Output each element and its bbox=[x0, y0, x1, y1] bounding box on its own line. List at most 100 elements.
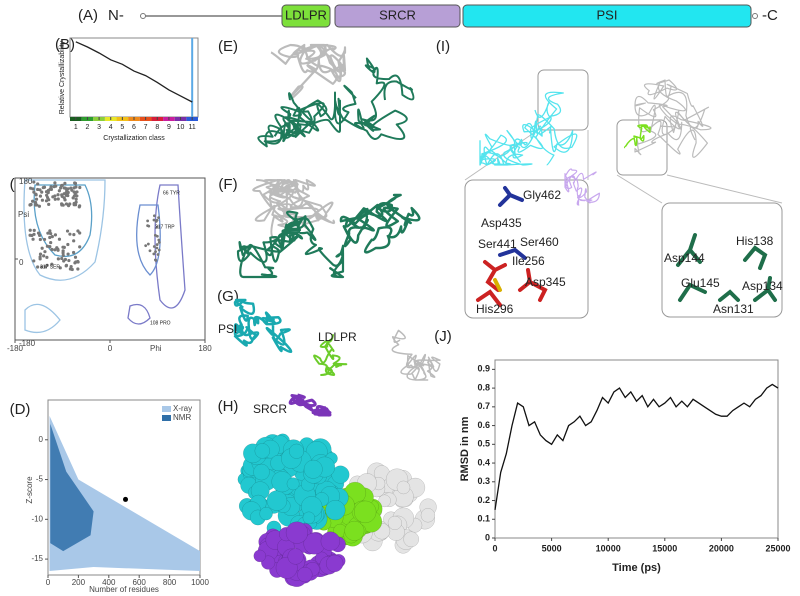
y-tick-label: 0.2 bbox=[477, 495, 490, 505]
region-contour bbox=[154, 184, 186, 309]
x-tick-label: 600 bbox=[133, 578, 147, 587]
protein-trace bbox=[391, 329, 441, 381]
surface-atom bbox=[253, 463, 270, 481]
residue-dot bbox=[61, 251, 65, 255]
domain-label: PSI bbox=[597, 7, 618, 22]
domain-box bbox=[462, 4, 752, 28]
residue-dot bbox=[57, 189, 61, 193]
y-tick-label: 0.6 bbox=[477, 420, 490, 430]
residue-dot bbox=[48, 187, 52, 191]
y-tick-label: -15 bbox=[31, 554, 43, 563]
x-axis-label: Number of residues bbox=[89, 585, 159, 594]
residue-dot bbox=[28, 186, 33, 190]
residue-dot bbox=[55, 246, 59, 250]
residue-dot bbox=[72, 239, 76, 243]
residue-dot bbox=[61, 253, 65, 257]
residue-dot bbox=[38, 252, 43, 256]
residue-label: Asp144 bbox=[664, 251, 705, 265]
residue-dot bbox=[76, 267, 80, 271]
residue-dot bbox=[155, 246, 159, 250]
residue-dot bbox=[74, 185, 78, 189]
residue-dot bbox=[63, 181, 67, 185]
residue-dot bbox=[53, 248, 57, 252]
residue-dot bbox=[146, 242, 150, 246]
surface-atom bbox=[387, 515, 402, 531]
surface-atom bbox=[297, 566, 313, 583]
residue-dot bbox=[57, 237, 62, 241]
c-terminus: -C bbox=[762, 7, 778, 24]
residue-dot bbox=[157, 216, 160, 220]
residue-dot bbox=[29, 202, 33, 207]
residue-dot bbox=[53, 194, 57, 198]
protein-trace bbox=[313, 334, 348, 376]
region-contour bbox=[33, 184, 93, 258]
residue-dot bbox=[28, 233, 32, 237]
residue-annotation: 108 PRO bbox=[150, 320, 171, 326]
panel-label: (F) bbox=[218, 176, 237, 193]
residue-dot bbox=[72, 194, 76, 198]
residue-dot bbox=[154, 250, 157, 254]
residue-annotation: 317 SER bbox=[40, 264, 60, 270]
residue-dot bbox=[28, 228, 32, 232]
residue-dot bbox=[60, 193, 64, 197]
residue-dot bbox=[48, 229, 52, 233]
surface-atom bbox=[302, 511, 316, 525]
residue-dot bbox=[47, 202, 51, 206]
residue-dot bbox=[38, 194, 43, 198]
data-line bbox=[494, 383, 779, 510]
residue-dot bbox=[56, 197, 60, 201]
x-tick-label: 6 bbox=[132, 124, 136, 131]
residue-dot bbox=[147, 224, 151, 228]
residue-dot bbox=[74, 197, 78, 201]
residue-dot bbox=[52, 185, 56, 189]
residue-dot bbox=[62, 245, 66, 249]
y-axis-label: Psi bbox=[18, 210, 29, 219]
y-axis-label: Relative Crystallizability bbox=[59, 40, 66, 114]
surface-atom bbox=[420, 508, 436, 523]
x-tick-label: 400 bbox=[102, 578, 116, 587]
panel-label: (E) bbox=[218, 38, 238, 55]
domain-label: PSI bbox=[218, 322, 237, 336]
residue-dot bbox=[42, 237, 47, 242]
surface-atom bbox=[325, 499, 346, 521]
x-tick-label: 25000 bbox=[765, 543, 790, 553]
y-axis-label: Z-score bbox=[25, 476, 34, 504]
residue-dot bbox=[144, 244, 148, 248]
y-tick-label: 0 bbox=[19, 258, 24, 267]
surface-atom bbox=[287, 548, 304, 565]
zoom-box bbox=[537, 69, 589, 131]
inset-box bbox=[464, 179, 589, 319]
residue-dot bbox=[63, 257, 68, 262]
surface-atom bbox=[344, 520, 365, 541]
residue-label: Asp435 bbox=[481, 216, 522, 230]
x-tick-label: 2 bbox=[86, 124, 90, 131]
protein-trace bbox=[236, 210, 345, 279]
y-tick-label: -180 bbox=[19, 339, 36, 348]
residue-dot bbox=[38, 188, 42, 192]
residue-annotation: 66 TYR bbox=[163, 190, 180, 196]
connector bbox=[616, 174, 663, 204]
residue-label: His138 bbox=[736, 234, 774, 248]
residue-dot bbox=[66, 252, 70, 256]
x-tick-label: 180 bbox=[198, 344, 212, 353]
residue-dot bbox=[46, 231, 50, 235]
residue-dot bbox=[152, 245, 156, 248]
protein-trace bbox=[334, 57, 415, 141]
terminus-dot bbox=[140, 13, 146, 19]
residue-dot bbox=[32, 228, 36, 232]
residue-label: Asp345 bbox=[525, 275, 566, 289]
residue-dot bbox=[70, 267, 74, 272]
residue-dot bbox=[72, 250, 76, 255]
x-tick-label: 0 bbox=[46, 578, 51, 587]
domain-label: LDLPR bbox=[285, 7, 327, 22]
residue-dot bbox=[146, 219, 150, 223]
n-terminus: N- bbox=[108, 7, 124, 24]
residue-dot bbox=[75, 190, 79, 194]
residue-annotation: 217 TRP bbox=[155, 224, 175, 230]
plot-frame bbox=[69, 37, 199, 118]
residue-dot bbox=[43, 265, 47, 269]
surface-atom bbox=[288, 443, 305, 459]
residue-dot bbox=[32, 259, 36, 263]
